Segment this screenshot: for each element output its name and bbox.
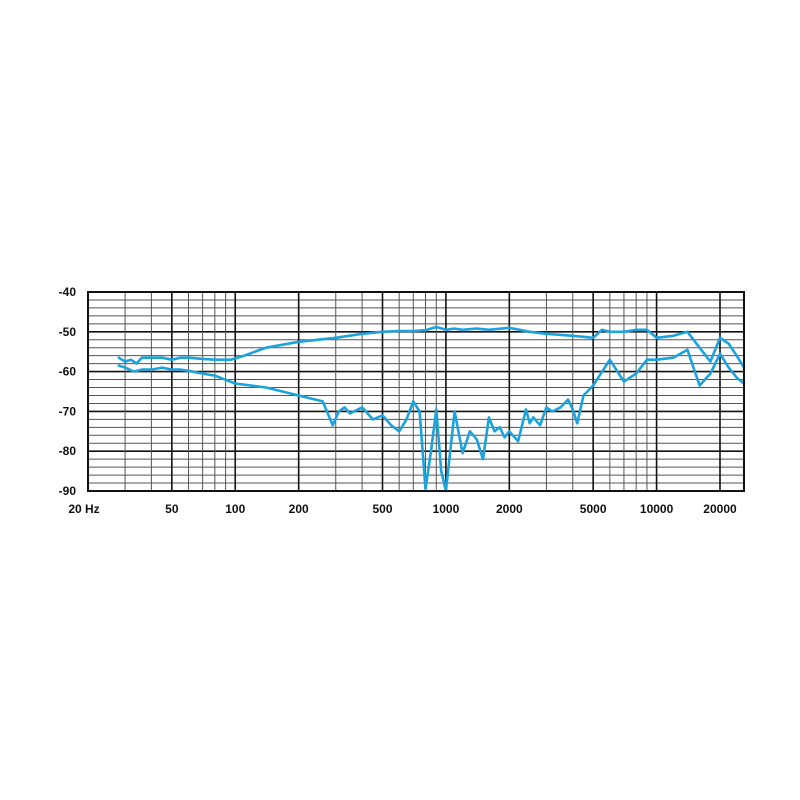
x-tick-label: 50	[165, 502, 179, 516]
y-tick-label: -50	[59, 325, 77, 339]
series-layer	[117, 325, 746, 493]
x-tick-label: 20000	[703, 502, 737, 516]
series-line-1	[117, 325, 746, 369]
x-tick-label: 500	[372, 502, 392, 516]
x-tick-label: 10000	[640, 502, 674, 516]
y-tick-label: -90	[59, 484, 77, 498]
y-tick-label: -60	[59, 365, 77, 379]
x-tick-label: 20 Hz	[68, 502, 99, 516]
series-line-2	[117, 348, 746, 493]
plot-frame	[87, 291, 745, 492]
x-tick-labels: 20 Hz 50 100 200 500 1000 2000 5000 10000 20000	[68, 502, 737, 516]
x-tick-label: 100	[225, 502, 245, 516]
y-tick-label: -80	[59, 444, 77, 458]
x-tick-label: 5000	[580, 502, 607, 516]
grid	[87, 291, 744, 492]
x-tick-label: 200	[289, 502, 309, 516]
y-tick-label: -70	[59, 404, 77, 418]
y-tick-label: -40	[59, 285, 77, 299]
x-tick-label: 1000	[433, 502, 460, 516]
y-tick-labels: -40 -50 -60 -70 -80 -90	[59, 285, 77, 498]
x-tick-label: 2000	[496, 502, 523, 516]
